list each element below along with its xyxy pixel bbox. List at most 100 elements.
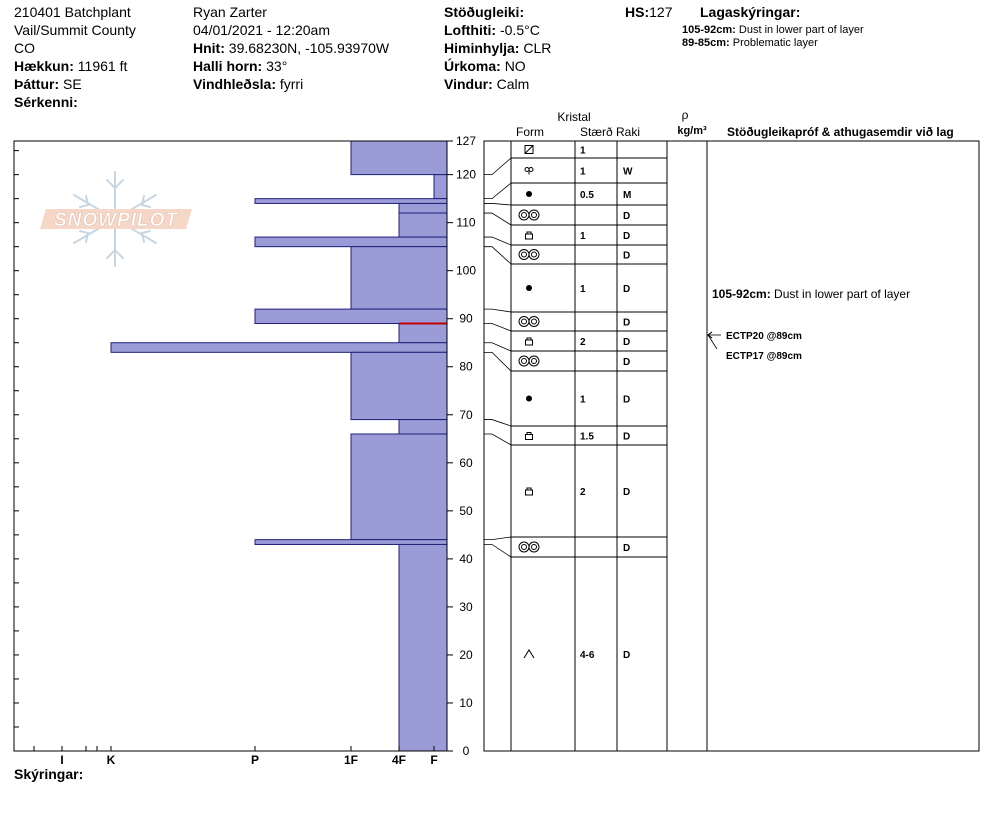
elevation: Hækkun: 11961 ft [14, 57, 127, 75]
layer-moisture: D [623, 650, 630, 661]
wind-loading-value: fyrri [279, 76, 304, 92]
layer-bar [110, 342, 448, 353]
layer-comment-detail: Dust in lower part of layer [774, 287, 910, 301]
melt-ring-inner [521, 251, 527, 258]
melt-ring-outer [528, 249, 540, 260]
col-crystal: Kristal [557, 110, 590, 124]
melt-ring-outer [518, 249, 530, 260]
melt-ring-inner [521, 318, 527, 325]
melt-ring-inner [531, 358, 537, 364]
features-label: Sérkenni: [14, 94, 78, 110]
x-tick-label: F [430, 753, 437, 767]
melt-ring-inner [521, 544, 527, 550]
layer-note: 105-92cm: Dust in lower part of layer [682, 24, 864, 36]
layer-moisture: D [623, 231, 630, 242]
y-tick-label: 80 [459, 360, 473, 374]
layer-bar [254, 198, 448, 204]
sky-value: CLR [523, 40, 552, 56]
depth-connector [484, 323, 512, 332]
form-rounded-icon [526, 395, 532, 402]
air-temp: Lofthiti: -0.5°C [444, 21, 540, 39]
layer-comment: 105-92cm: Dust in lower part of layer [712, 287, 910, 301]
layer-moisture: W [623, 167, 633, 178]
faceted-box [525, 233, 533, 240]
aspect: Þáttur: SE [14, 75, 82, 93]
form-faceted-icon [525, 337, 533, 346]
form-melt-forms-icon [518, 209, 540, 221]
faceted-top [526, 337, 532, 340]
col-tests: Stöðugleikapróf & athugasemdir við lag [727, 125, 954, 139]
melt-ring-outer [518, 316, 530, 327]
layer-moisture: D [623, 395, 630, 406]
layer-size: 4-6 [580, 650, 595, 661]
precip: Úrkoma: NO [444, 57, 526, 75]
layer-note-text: Dust in lower part of layer [738, 24, 864, 36]
melt-ring-inner [521, 212, 527, 218]
layer-notes-title: Lagaskýringar: [700, 3, 800, 21]
melt-ring-outer [518, 209, 530, 221]
depth-connector [484, 246, 512, 265]
layer-moisture: D [623, 487, 630, 498]
y-tick-label: 70 [459, 408, 473, 422]
x-tick-label: 4F [392, 753, 406, 767]
elevation-label: Hækkun: [14, 58, 74, 74]
col-density-unit: kg/m³ [677, 125, 707, 137]
wind-value: Calm [496, 76, 530, 92]
x-tick-label: P [251, 753, 259, 767]
layer-notes-title-text: Lagaskýringar: [700, 4, 801, 20]
stability-test: ECTP20 @89cm [726, 331, 802, 342]
depth-connector [484, 308, 512, 313]
graupel-lobe [524, 167, 530, 172]
layer-bar [254, 308, 448, 325]
layer-bar [350, 140, 448, 176]
y-tick-label: 50 [459, 504, 473, 518]
layer-size: 1 [580, 146, 586, 157]
wind-loading: Vindhleðsla: fyrri [193, 75, 303, 93]
layer-bar [254, 236, 448, 248]
air-temp-label: Lofthiti: [444, 22, 497, 38]
melt-ring-outer [518, 355, 530, 367]
watermark-banner [40, 209, 192, 229]
depth-connector [484, 236, 512, 246]
faceted-top [526, 487, 532, 490]
layer-bar [398, 419, 448, 435]
faceted-top [526, 231, 532, 234]
layer-note-range: 89-85cm: [682, 37, 730, 49]
hardness-bars [110, 140, 448, 752]
snow-height: HS:127 [625, 3, 672, 21]
layer-moisture: D [623, 357, 630, 368]
wind-label: Vindur: [444, 76, 493, 92]
melt-ring-inner [531, 318, 537, 325]
form-decomposing-icon [524, 145, 534, 154]
layer-moisture: D [623, 543, 630, 554]
layer-size: 1 [580, 284, 586, 295]
coordinates: Hnit: 39.68230N, -105.93970W [193, 39, 389, 57]
form-faceted-icon [525, 432, 533, 440]
layer-bar [254, 539, 448, 545]
y-tick-label: 90 [459, 312, 473, 326]
layer-size: 1 [580, 231, 586, 242]
wind: Vindur: Calm [444, 75, 529, 93]
wind-loading-label: Vindhleðsla: [193, 76, 276, 92]
y-tick-label: 100 [456, 264, 476, 278]
chart-axes: 0 10 20 30 40 50 60 70 80 90 100 110 120 127 I K P 1F 4F F [13, 134, 476, 767]
stability: Stöðugleiki: [444, 3, 524, 21]
layer-table: 11 W0.5 MD1 DD1 DD2 DD1 D1.5 D2 DD4-6 D105-92cm: … [483, 140, 980, 752]
y-tick-label: 10 [459, 696, 473, 710]
col-form: Form [516, 125, 544, 139]
form-melt-forms-icon [518, 355, 540, 367]
depth-connector [484, 433, 512, 446]
depth-connector [484, 536, 512, 541]
form-faceted-icon [525, 231, 533, 240]
precip-value: NO [504, 58, 526, 74]
hs-value: 127 [649, 4, 673, 20]
decomposing-slash [524, 145, 534, 154]
slope-value: 33° [266, 58, 288, 74]
x-tick-label: I [60, 753, 63, 767]
layer-size: 0.5 [580, 190, 594, 201]
layer-moisture: D [623, 284, 630, 295]
rounded-dot [526, 285, 532, 291]
melt-ring-outer [518, 541, 530, 553]
layer-size: 1.5 [580, 432, 594, 443]
faceted-box [525, 434, 533, 440]
